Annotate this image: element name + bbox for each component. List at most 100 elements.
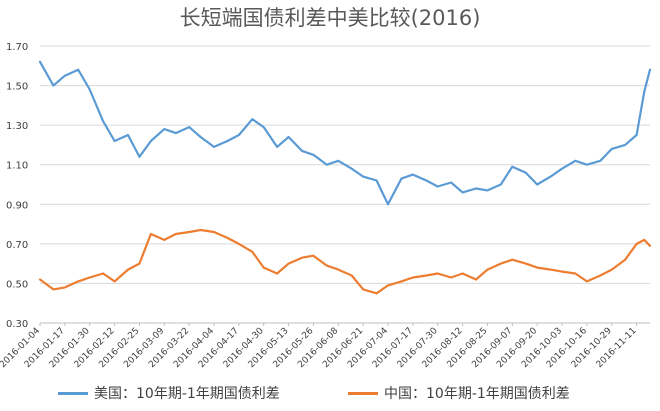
data-point — [635, 134, 638, 136]
y-tick-label: 0.90 — [6, 200, 28, 211]
data-point — [312, 153, 315, 156]
data-point — [375, 179, 378, 182]
data-point — [127, 134, 129, 136]
data-point — [524, 262, 527, 265]
legend-swatch-us — [58, 391, 88, 395]
data-point — [610, 268, 613, 271]
data-point — [213, 231, 215, 233]
data-point — [643, 239, 646, 241]
data-point — [511, 258, 514, 261]
data-point — [649, 68, 651, 71]
data-point — [574, 272, 577, 275]
data-point — [262, 126, 265, 128]
data-point — [325, 264, 328, 267]
data-point — [188, 126, 191, 128]
data-point — [77, 68, 80, 71]
data-point — [238, 134, 240, 136]
data-point — [337, 268, 340, 271]
data-point — [52, 84, 55, 87]
data-point — [425, 274, 428, 277]
data-point — [276, 146, 278, 148]
data-point — [199, 136, 202, 138]
chart-title: 长短端国债利差中美比较(2016) — [179, 6, 481, 30]
data-point — [163, 239, 166, 241]
legend-item-us: 美国：10年期-1年期国债利差 — [58, 382, 280, 404]
data-point — [113, 280, 116, 283]
data-point — [387, 203, 389, 206]
data-point — [238, 243, 240, 245]
data-point — [337, 159, 340, 162]
data-point — [350, 274, 353, 277]
data-point — [226, 237, 229, 239]
data-point — [102, 272, 104, 275]
data-point — [39, 60, 41, 63]
data-point — [624, 258, 626, 261]
data-point — [574, 159, 577, 162]
data-point — [251, 118, 254, 121]
data-point — [549, 175, 552, 178]
data-point — [511, 165, 514, 168]
data-point — [499, 262, 502, 265]
data-point — [561, 167, 563, 170]
data-point — [586, 163, 588, 166]
data-point — [64, 286, 66, 289]
data-point — [301, 150, 303, 152]
data-point — [362, 288, 365, 291]
data-point — [174, 132, 177, 135]
data-point — [163, 128, 166, 131]
data-point — [461, 272, 464, 275]
data-point — [412, 276, 414, 279]
data-point — [450, 181, 452, 184]
data-point — [350, 167, 353, 170]
data-point — [561, 270, 563, 273]
legend-item-cn: 中国：10年期-1年期国债利差 — [348, 382, 570, 404]
data-point — [536, 266, 539, 269]
legend-label-cn: 中国：10年期-1年期国债利差 — [384, 386, 570, 402]
data-point — [475, 187, 477, 190]
data-point — [486, 189, 489, 192]
data-point — [127, 268, 129, 271]
data-point — [624, 144, 626, 146]
data-point — [88, 88, 91, 91]
data-point — [150, 140, 152, 142]
data-point — [450, 276, 452, 279]
data-point — [425, 179, 428, 182]
data-point — [174, 233, 177, 235]
data-point — [524, 171, 527, 174]
data-point — [287, 136, 290, 138]
data-point — [599, 159, 602, 162]
data-point — [64, 74, 66, 77]
data-point — [635, 243, 638, 245]
data-point — [436, 185, 439, 188]
data-point — [475, 278, 477, 281]
data-point — [312, 254, 315, 257]
y-tick-label: 1.50 — [6, 82, 28, 93]
data-point — [536, 183, 539, 186]
data-point — [610, 148, 613, 150]
data-point — [287, 262, 290, 265]
data-point — [375, 292, 378, 295]
data-point — [599, 274, 602, 277]
data-point — [113, 140, 116, 142]
y-tick-label: 0.30 — [6, 319, 28, 330]
data-point — [387, 284, 389, 287]
data-point — [436, 272, 439, 275]
data-point — [649, 244, 651, 247]
data-point — [77, 280, 80, 283]
data-point — [549, 268, 552, 271]
data-point — [39, 278, 41, 281]
data-point — [262, 266, 265, 269]
data-point — [102, 120, 104, 123]
data-point — [362, 175, 365, 178]
data-point — [199, 229, 202, 231]
data-point — [188, 231, 191, 233]
data-point — [412, 173, 414, 176]
data-point — [643, 90, 646, 93]
data-point — [586, 280, 588, 283]
data-point — [251, 250, 254, 253]
y-tick-label: 1.30 — [6, 121, 28, 132]
data-point — [276, 272, 278, 275]
data-point — [461, 191, 464, 194]
